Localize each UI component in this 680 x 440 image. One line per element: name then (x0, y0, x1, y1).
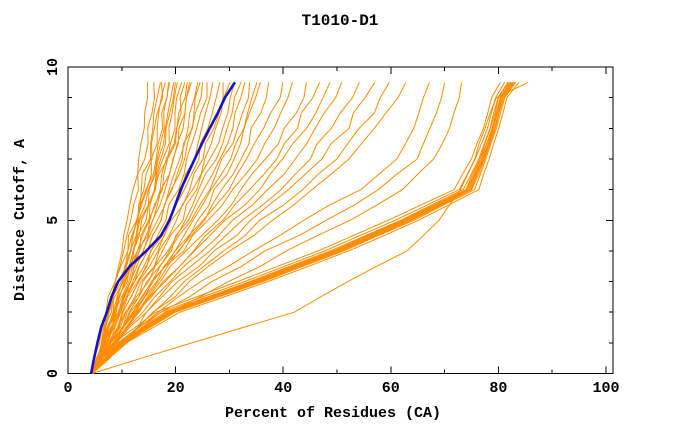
chart-title: T1010-D1 (302, 12, 379, 30)
model-curve (91, 82, 175, 374)
model-curve (92, 81, 529, 374)
x-axis-label: Percent of Residues (CA) (225, 405, 441, 422)
model-curve (91, 82, 191, 374)
reference-curve (89, 81, 236, 374)
model-curve (91, 82, 360, 374)
model-curve (91, 82, 463, 374)
model-curve (91, 82, 407, 374)
model-curves (91, 81, 529, 374)
x-tick-label: 40 (274, 380, 292, 397)
model-curve (91, 82, 506, 374)
model-curve (92, 82, 236, 374)
model-curve (91, 82, 204, 374)
y-axis-label: Distance Cutoff, A (12, 139, 29, 301)
x-tick-label: 20 (167, 380, 185, 397)
x-tick-label: 0 (63, 380, 72, 397)
model-curve (91, 82, 321, 374)
y-tick-label: 0 (45, 369, 62, 378)
model-curve (91, 82, 501, 374)
model-curve (91, 82, 331, 374)
y-tick-label: 5 (45, 216, 62, 225)
model-curve (91, 82, 261, 374)
axis-tick-labels: 0 20 40 60 80 100 0 5 10 (45, 58, 620, 397)
model-curve (91, 82, 231, 374)
model-curve (92, 82, 446, 374)
model-curve (91, 82, 171, 374)
model-curve (91, 82, 343, 374)
model-curve (91, 82, 221, 374)
reference-curve-line (89, 81, 236, 374)
model-curve (91, 81, 520, 374)
axis-ticks (67, 66, 613, 374)
x-tick-label: 80 (489, 380, 507, 397)
y-tick-label: 10 (45, 58, 62, 76)
model-curve (91, 82, 208, 374)
x-tick-label: 100 (592, 380, 619, 397)
model-curve (91, 82, 246, 374)
model-curve (91, 82, 293, 374)
model-curve (91, 82, 517, 374)
model-curve (91, 82, 511, 374)
model-curve (91, 82, 515, 374)
x-tick-label: 60 (382, 380, 400, 397)
